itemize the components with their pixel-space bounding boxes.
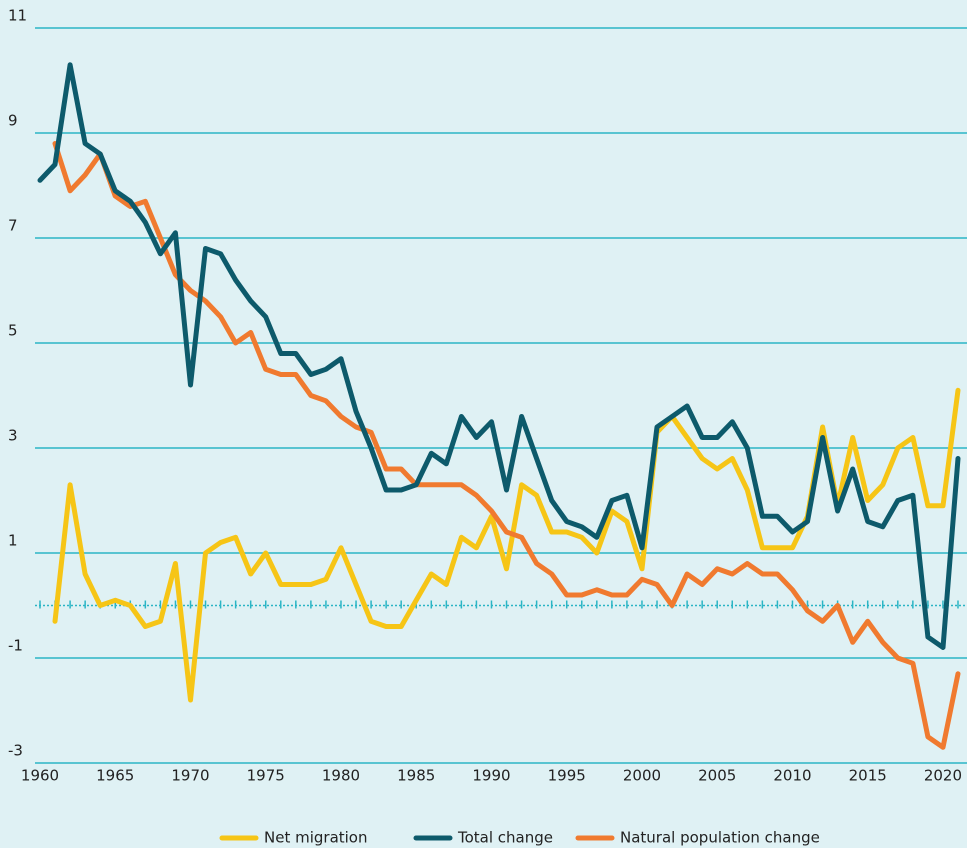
series-line xyxy=(37,62,961,650)
x-tick-label: 2015 xyxy=(849,767,887,785)
x-tick-label: 2005 xyxy=(698,767,736,785)
y-tick-label: -1 xyxy=(8,637,23,655)
y-tick-label: -3 xyxy=(8,742,23,760)
x-tick-label: 1970 xyxy=(171,767,209,785)
y-tick-label: 5 xyxy=(8,322,18,340)
x-tick-label: 1985 xyxy=(397,767,435,785)
x-tick-label: 2020 xyxy=(924,767,962,785)
y-tick-label: 9 xyxy=(8,112,18,130)
legend-label: Total change xyxy=(457,829,553,847)
y-tick-label: 3 xyxy=(8,427,18,445)
y-tick-label: 11 xyxy=(8,7,27,25)
legend-label: Natural population change xyxy=(620,829,820,847)
x-tick-label: 2000 xyxy=(623,767,661,785)
x-tick-label: 1995 xyxy=(548,767,586,785)
x-tick-label: 1980 xyxy=(322,767,360,785)
x-tick-label: 1990 xyxy=(472,767,510,785)
series-line xyxy=(52,141,961,750)
y-tick-label: 7 xyxy=(8,217,18,235)
y-tick-label: 1 xyxy=(8,532,18,550)
legend-label: Net migration xyxy=(264,829,368,847)
x-tick-label: 1960 xyxy=(21,767,59,785)
x-tick-label: 1975 xyxy=(247,767,285,785)
x-tick-label: 1965 xyxy=(96,767,134,785)
x-tick-label: 2010 xyxy=(773,767,811,785)
